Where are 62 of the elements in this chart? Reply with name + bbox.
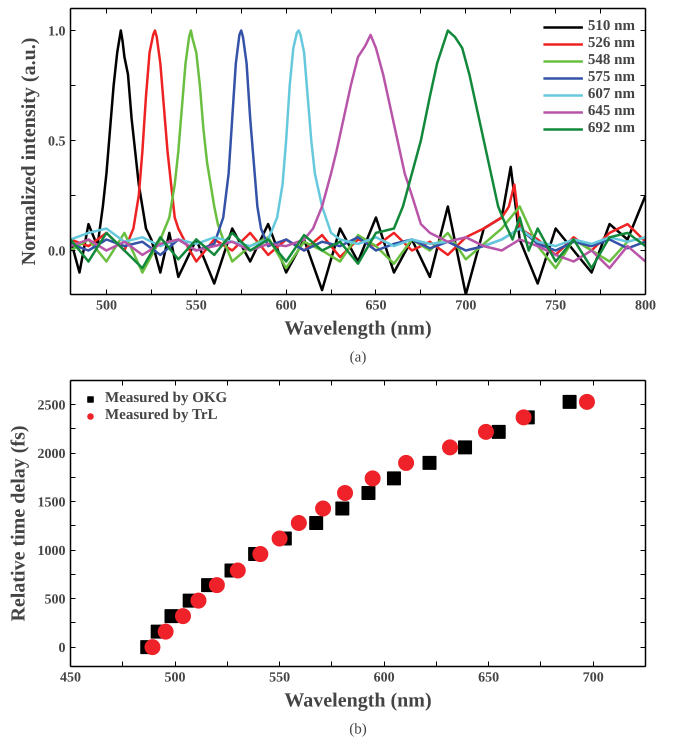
point	[208, 577, 225, 594]
point	[492, 424, 506, 439]
x-tick-label: 500	[164, 670, 186, 686]
point	[578, 394, 595, 410]
point	[190, 592, 206, 609]
point	[309, 516, 324, 530]
point	[252, 546, 268, 562]
y-tick-label: 2000	[38, 447, 66, 462]
point	[174, 608, 191, 624]
legend-label: 510 nm	[588, 18, 635, 35]
legend-label: 526 nm	[588, 35, 635, 52]
point	[272, 530, 288, 547]
legend-label: 548 nm	[588, 52, 635, 69]
point	[337, 484, 354, 501]
point	[562, 394, 577, 409]
x-tick-label: 550	[269, 670, 290, 686]
point	[458, 440, 472, 454]
point	[144, 639, 160, 656]
x-tick-label: 450	[60, 670, 81, 686]
y-tick-label: 1000	[38, 544, 66, 560]
point	[422, 456, 437, 470]
text: (a)	[350, 350, 366, 366]
x-tick-label: 550	[186, 298, 207, 314]
legend-label: Measured by TrL	[105, 407, 218, 424]
point	[386, 471, 401, 486]
x-tick-label: 650	[365, 298, 386, 314]
y-tick-label: 0	[58, 641, 66, 656]
legend-label: 607 nm	[588, 86, 635, 103]
y-tick-label: 1500	[38, 496, 66, 511]
point	[442, 439, 458, 456]
legend-label: Measured by OKG	[105, 390, 228, 407]
y-tick-label: 500	[44, 592, 66, 608]
y-tick-label: 0.5	[48, 134, 66, 150]
point	[335, 501, 350, 516]
x-tick-label: 600	[374, 670, 395, 686]
y-axis-title: Relative time delay (fs)	[8, 425, 30, 622]
x-tick-label: 700	[582, 670, 604, 686]
y-tick-label: 0.0	[48, 244, 66, 260]
x-tick-label: 700	[455, 298, 476, 314]
y-axis-title: Normalized intensity (a.u.)	[18, 38, 40, 266]
point	[398, 454, 414, 471]
legend-label: 575 nm	[588, 69, 635, 86]
y-tick-label: 1.0	[48, 24, 66, 40]
legend-label: 692 nm	[588, 120, 635, 137]
x-tick-label: 650	[478, 670, 500, 686]
point	[516, 409, 532, 426]
x-tick-label: 600	[276, 298, 297, 314]
point	[315, 500, 332, 516]
x-tick-label: 500	[96, 298, 117, 314]
point	[230, 562, 246, 579]
point	[478, 424, 494, 440]
point	[364, 470, 381, 486]
point	[361, 486, 376, 500]
text: (b)	[349, 722, 367, 738]
x-tick-label: 800	[635, 298, 656, 314]
x-axis-title: Wavelength (nm)	[284, 318, 432, 340]
x-tick-label: 750	[545, 298, 566, 314]
point	[158, 624, 174, 640]
y-tick-label: 2500	[38, 398, 66, 414]
point	[290, 515, 307, 531]
legend-label: 645 nm	[588, 103, 635, 120]
x-axis-title: Wavelength (nm)	[284, 690, 432, 712]
